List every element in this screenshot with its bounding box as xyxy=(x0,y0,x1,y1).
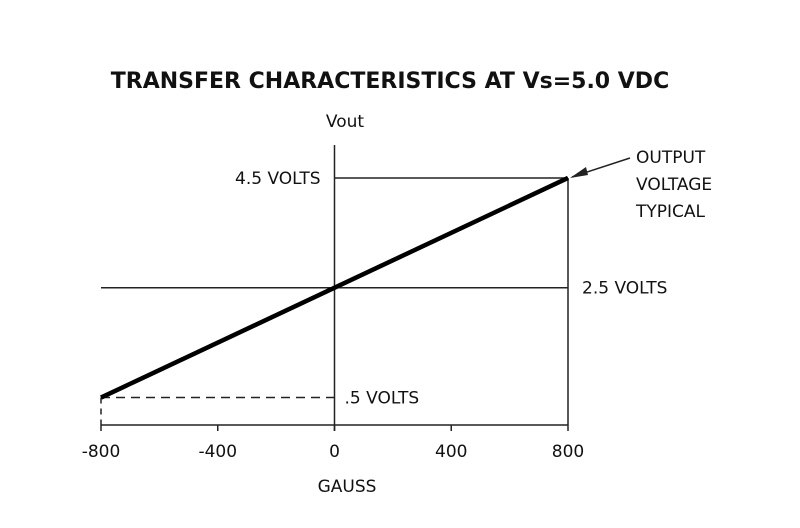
y-tick-label: .5 VOLTS xyxy=(345,389,420,409)
x-tick-label: -400 xyxy=(198,442,237,462)
chart-title: TRANSFER CHARACTERISTICS AT Vs=5.0 VDC xyxy=(111,69,669,94)
x-tick-label: -800 xyxy=(82,442,121,462)
x-tick-label: 0 xyxy=(329,442,340,462)
y-tick-label: 4.5 VOLTS xyxy=(235,169,320,189)
x-tick-label: 400 xyxy=(435,442,467,462)
callout-text: VOLTAGE xyxy=(636,175,712,195)
x-tick-label: 800 xyxy=(552,442,584,462)
callout-text: OUTPUT xyxy=(636,148,706,168)
x-axis-label: GAUSS xyxy=(318,477,377,497)
data-line xyxy=(100,175,569,400)
y-axis-label: Vout xyxy=(326,112,364,132)
callout-text: TYPICAL xyxy=(635,202,706,222)
callout-arrowhead xyxy=(570,166,588,178)
y-tick-label: 2.5 VOLTS xyxy=(582,279,667,299)
